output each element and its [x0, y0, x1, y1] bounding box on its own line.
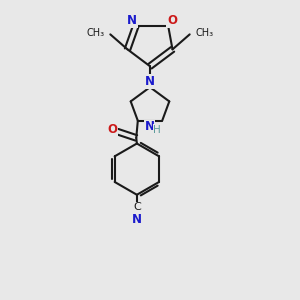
Text: CH₃: CH₃ [195, 28, 213, 38]
Text: CH₃: CH₃ [87, 28, 105, 38]
Text: N: N [145, 120, 154, 133]
Text: H: H [154, 125, 161, 135]
Text: C: C [133, 202, 141, 212]
Text: N: N [132, 213, 142, 226]
Text: N: N [127, 14, 137, 27]
Text: N: N [145, 75, 155, 88]
Text: O: O [167, 14, 177, 27]
Text: O: O [107, 123, 118, 136]
